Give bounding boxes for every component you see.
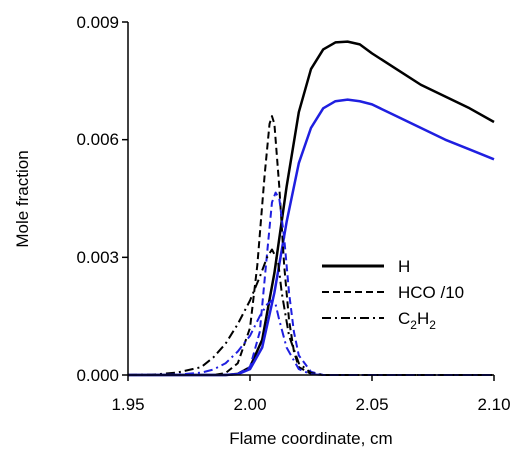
y-axis-title: Mole fraction bbox=[13, 150, 32, 247]
x-tick-label: 2.00 bbox=[233, 395, 266, 414]
legend-label: H bbox=[398, 257, 410, 276]
legend-label-part: C bbox=[398, 309, 410, 328]
legend: H HCO /10 C2H2 bbox=[322, 257, 464, 332]
legend-label-part: H bbox=[417, 309, 429, 328]
x-tick-label: 2.10 bbox=[477, 395, 510, 414]
series-line-black-dashdot bbox=[127, 248, 494, 376]
y-tick-label: 0.009 bbox=[76, 13, 119, 32]
series-line-black-dashed bbox=[128, 115, 494, 376]
y-tick-label: 0.006 bbox=[76, 130, 119, 149]
x-axis-title: Flame coordinate, cm bbox=[229, 429, 392, 448]
series-layer bbox=[127, 40, 495, 377]
legend-label: HCO /10 bbox=[398, 283, 464, 302]
y-tick-label: 0.003 bbox=[76, 248, 119, 267]
series-line-blue-solid bbox=[128, 98, 495, 377]
y-tick-labels: 0.000 0.003 0.006 0.009 bbox=[76, 13, 119, 385]
legend-label-subscript: 2 bbox=[410, 318, 417, 332]
x-tick-label: 2.05 bbox=[355, 395, 388, 414]
series-line-blue-dashdot bbox=[127, 299, 494, 376]
series-line-black-solid bbox=[128, 40, 495, 377]
tick-layer bbox=[122, 21, 495, 381]
legend-label: C2H2 bbox=[398, 309, 436, 332]
legend-label-subscript: 2 bbox=[429, 318, 436, 332]
y-tick-label: 0.000 bbox=[76, 366, 119, 385]
plot-area bbox=[122, 21, 495, 381]
x-tick-labels: 1.95 2.00 2.05 2.10 bbox=[111, 395, 510, 414]
x-tick-label: 1.95 bbox=[111, 395, 144, 414]
